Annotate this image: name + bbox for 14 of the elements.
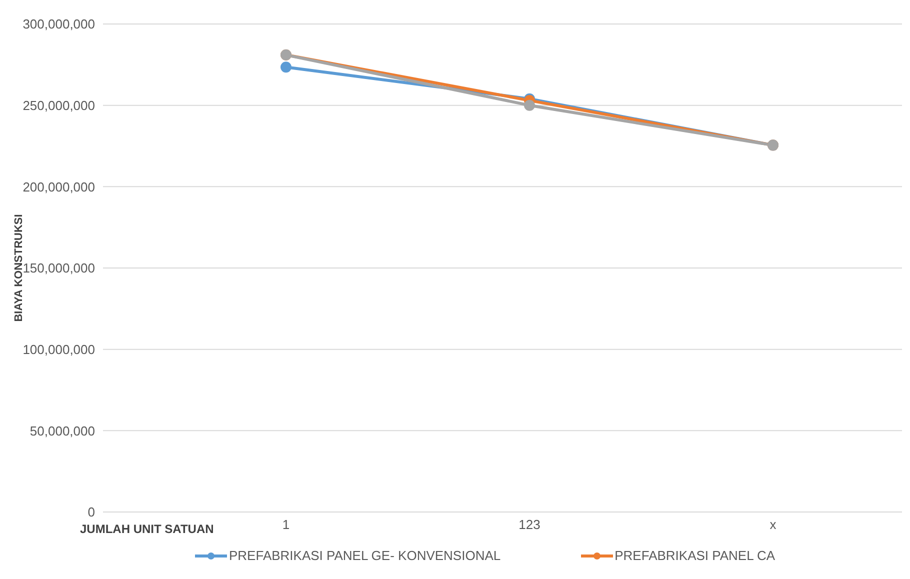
y-tick-label: 250,000,000: [22, 98, 95, 113]
y-tick-label: 100,000,000: [22, 342, 95, 357]
y-tick-label: 300,000,000: [22, 16, 95, 32]
x-tick-label: 1: [282, 517, 290, 532]
y-axis-title: BIAYA KONSTRUKSI: [12, 214, 25, 322]
x-tick-label: 123: [518, 517, 540, 532]
legend-label: PREFABRIKASI PANEL GE- KONVENSIONAL: [228, 548, 501, 563]
x-tick-label: x: [770, 517, 777, 532]
y-tick-label: 150,000,000: [22, 260, 95, 276]
y-tick-label: 50,000,000: [30, 423, 95, 438]
x-axis-title: JUMLAH UNIT SATUAN: [80, 522, 214, 536]
y-tick-label: 200,000,000: [22, 179, 95, 194]
legend-label: PREFABRIKASI PANEL CA: [614, 548, 776, 563]
y-tick-label: 0: [88, 504, 95, 520]
